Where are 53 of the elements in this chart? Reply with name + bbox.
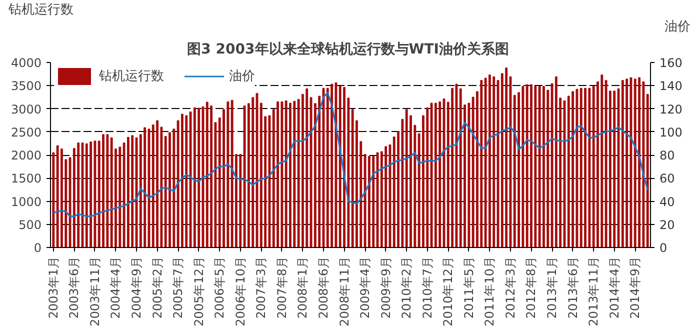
y-axis-title: 钻机运行数 [8, 2, 74, 18]
x-tick-label: 2013年11月 [586, 256, 601, 326]
x-tick-label: 2012年3月 [503, 256, 518, 319]
x-tick-label: 2011年10月 [482, 256, 497, 326]
x-tick-label: 2007年3月 [254, 256, 268, 319]
y2-tick-label: 20 [660, 218, 675, 232]
y2-tick-label: 40 [660, 194, 675, 209]
x-tick-label: 2014年9月 [628, 256, 642, 319]
y-tick-label: 500 [18, 218, 42, 232]
y2-tick-label: 60 [660, 172, 675, 186]
x-tick-label: 2009年4月 [358, 256, 372, 319]
x-tick-label: 2006年10月 [233, 256, 248, 326]
y2-tick-label: 0 [660, 241, 668, 255]
y2-tick-label: 80 [660, 148, 675, 162]
x-tick-label: 2006年5月 [212, 256, 227, 319]
x-tick-label: 2003年1月 [46, 256, 60, 319]
chart-title: 图3 2003年以来全球钻机运行数与WTI油价关系图 [187, 40, 509, 58]
x-tick-label: 2007年8月 [274, 256, 289, 319]
y2-tick-label: 160 [660, 56, 682, 70]
x-tick-label: 2010年7月 [420, 256, 434, 319]
x-tick-label: 2013年1月 [545, 256, 560, 319]
y-tick-label: 2000 [10, 148, 42, 162]
x-tick-label: 2005年12月 [192, 256, 206, 326]
y-tick-label: 2500 [10, 125, 42, 140]
x-tick-label: 2013年6月 [566, 256, 580, 319]
y-tick-label: 0 [34, 241, 42, 255]
y2-tick-label: 140 [660, 79, 682, 94]
x-tick-label: 2008年6月 [316, 256, 330, 319]
x-tick-label: 2010年12月 [441, 256, 456, 326]
y2-tick-label: 100 [660, 125, 682, 140]
x-tick-label: 2014年4月 [607, 256, 622, 319]
x-tick-label: 2003年11月 [88, 256, 102, 326]
y-tick-label: 3000 [10, 102, 42, 116]
line-series [52, 92, 648, 218]
x-tick-label: 2010年2月 [400, 256, 414, 319]
x-tick-label: 2004年4月 [108, 256, 123, 319]
x-tick-label: 2004年9月 [130, 256, 144, 319]
y-tick-label: 1500 [10, 172, 42, 186]
x-tick-label: 2008年11月 [337, 256, 352, 326]
x-tick-label: 2005年2月 [150, 256, 164, 319]
x-tick-label: 2008年1月 [296, 256, 310, 319]
x-tick-label: 2011年5月 [462, 256, 476, 319]
y-tick-label: 3500 [10, 79, 42, 94]
y-tick-label: 1000 [10, 194, 42, 209]
legend-label: 油价 [229, 68, 255, 85]
legend-label: 钻机运行数 [99, 68, 164, 85]
x-tick-label: 2005年7月 [171, 256, 186, 319]
y-tick-label: 4000 [10, 56, 42, 70]
x-tick-label: 2003年6月 [67, 256, 82, 319]
y2-axis-title: 油价 [664, 20, 690, 34]
x-tick-label: 2012年8月 [524, 256, 538, 319]
y2-tick-label: 120 [660, 102, 682, 116]
x-tick-label: 2009年9月 [378, 256, 393, 319]
